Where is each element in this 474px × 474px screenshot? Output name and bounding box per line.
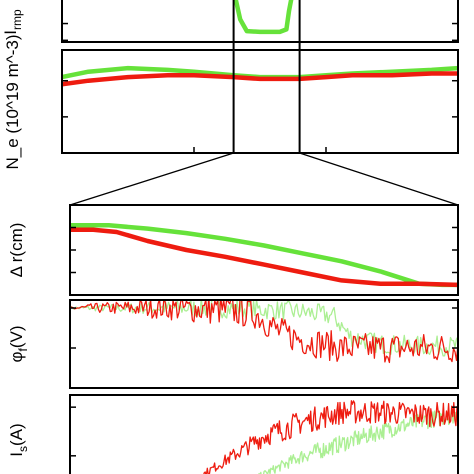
plot-area-e: [203, 400, 458, 474]
panel-a: Irmp: [1, 0, 459, 43]
panel-b: N_e (10^19 m^-3): [3, 34, 459, 170]
axes-frame-e: [69, 394, 459, 474]
zoom-connectors: [69, 0, 459, 206]
series-line-c-red: [70, 227, 458, 288]
ylabel-part-d: φ: [7, 351, 26, 362]
panel-e: Is(A): [7, 394, 459, 474]
axes-frame-b: [61, 49, 459, 154]
ylabel-c: Δ r(cm): [7, 223, 26, 278]
ylabel-part-c: Δ r(cm): [7, 223, 26, 278]
plot-area-b: [62, 65, 458, 87]
ylabel-e: Is(A): [7, 423, 30, 456]
ylabel-part-a: I: [1, 30, 20, 35]
axes-frame-d: [69, 299, 459, 389]
ylabel-d: φf(V): [7, 325, 30, 362]
ylabel-part-d: (V): [7, 325, 26, 348]
series-line-e-green: [258, 409, 458, 474]
series-line-d-red: [70, 300, 458, 364]
ylabel-part-e: (A): [7, 423, 26, 446]
series-line-e-red: [203, 400, 458, 474]
panel-d: φf(V): [7, 299, 459, 389]
ylabel-part-e: s: [16, 446, 30, 452]
ylabel-b: N_e (10^19 m^-3): [3, 34, 22, 169]
axes-frame-c: [69, 204, 459, 296]
zoom-connector-right: [299, 152, 459, 206]
ylabel-part-e: I: [7, 452, 26, 457]
plot-area-a: [233, 0, 294, 35]
plot-area-d: [70, 300, 458, 364]
ylabel-part-a: rmp: [10, 9, 24, 30]
zoom-connector-left: [69, 152, 234, 206]
axes-frame-a: [61, 0, 459, 43]
ylabel-part-b: N_e (10^19 m^-3): [3, 34, 22, 169]
ylabel-a: Irmp: [1, 9, 24, 35]
series-line-b-red: [62, 71, 458, 87]
plot-area-c: [70, 223, 458, 288]
series-line-a-green: [233, 0, 294, 35]
panel-c: Δ r(cm): [7, 204, 459, 296]
ylabel-part-d: f: [16, 347, 30, 351]
